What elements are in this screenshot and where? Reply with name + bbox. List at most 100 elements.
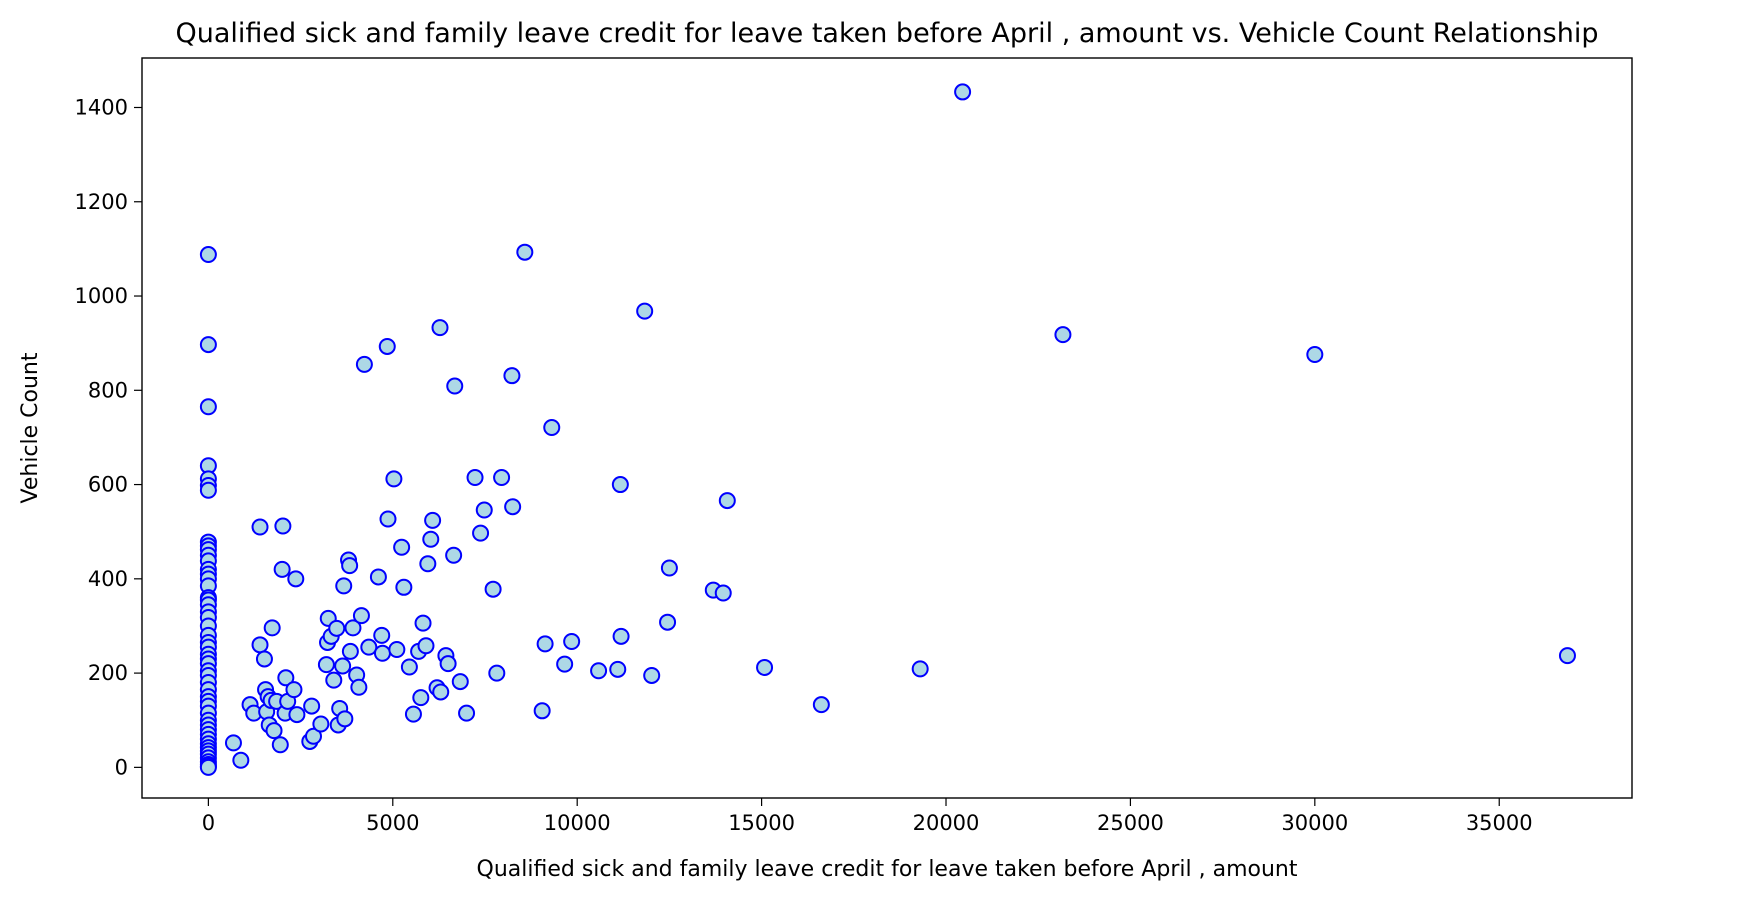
x-tick-label: 5000 — [366, 811, 419, 835]
data-point — [373, 644, 391, 662]
data-point — [350, 678, 368, 696]
data-point — [378, 337, 396, 355]
data-point — [251, 636, 269, 654]
y-tick-label: 0 — [115, 755, 128, 779]
data-point — [352, 607, 370, 625]
y-tick-label: 1400 — [75, 95, 128, 119]
data-point — [285, 681, 303, 699]
y-tick-label: 1200 — [75, 190, 128, 214]
data-point — [369, 568, 387, 586]
data-point — [718, 492, 736, 510]
data-point — [379, 510, 397, 528]
x-axis-label: Qualified sick and family leave credit f… — [477, 857, 1298, 882]
y-tick-label: 200 — [88, 661, 128, 685]
data-point — [556, 655, 574, 673]
data-point — [393, 538, 411, 556]
data-point — [303, 697, 321, 715]
data-point — [336, 710, 354, 728]
data-point — [288, 706, 306, 724]
data-point — [388, 641, 406, 659]
data-point — [954, 83, 972, 101]
x-tick-label: 15000 — [728, 811, 795, 835]
y-tick-label: 800 — [88, 378, 128, 402]
data-point — [277, 669, 295, 687]
data-point — [533, 702, 551, 720]
data-point — [417, 637, 435, 655]
data-point — [493, 468, 511, 486]
data-point — [609, 660, 627, 678]
data-point — [516, 243, 534, 261]
data-point — [412, 689, 430, 707]
data-point — [503, 367, 521, 385]
data-point — [643, 666, 661, 684]
data-point — [373, 626, 391, 644]
data-point — [432, 683, 450, 701]
data-point — [439, 655, 457, 673]
data-point — [317, 656, 335, 674]
data-point — [612, 627, 630, 645]
data-point — [344, 619, 362, 637]
data-point — [199, 481, 217, 499]
data-point — [756, 658, 774, 676]
data-point — [395, 578, 413, 596]
x-axis: 0 5000 10000 15000 20000 25000 30000 35000 — [202, 798, 1533, 835]
plot-frame — [141, 57, 1633, 799]
x-tick-label: 20000 — [913, 811, 980, 835]
data-point — [232, 751, 250, 769]
data-point — [199, 336, 217, 354]
data-point — [590, 662, 608, 680]
data-point — [660, 559, 678, 577]
data-point — [911, 660, 929, 678]
data-point — [199, 758, 217, 776]
data-point — [273, 560, 291, 578]
data-point — [488, 664, 506, 682]
data-point — [265, 722, 283, 740]
data-point — [424, 511, 442, 529]
data-point — [224, 734, 242, 752]
y-axis: 0 200 400 600 800 1000 1200 1400 — [75, 95, 142, 779]
data-point — [263, 619, 281, 637]
data-point — [458, 704, 476, 722]
data-point — [341, 642, 359, 660]
chart-title: Qualified sick and family leave credit f… — [176, 18, 1599, 49]
data-point — [312, 715, 330, 733]
data-point — [431, 319, 449, 337]
y-axis-label: Vehicle Count — [18, 352, 43, 503]
y-tick-label: 1000 — [75, 284, 128, 308]
x-tick-label: 35000 — [1466, 811, 1533, 835]
y-tick-label: 400 — [88, 567, 128, 591]
data-point — [812, 696, 830, 714]
data-point — [419, 555, 437, 573]
data-point — [466, 468, 484, 486]
x-tick-label: 25000 — [1097, 811, 1164, 835]
data-point — [404, 705, 422, 723]
data-point — [446, 377, 464, 395]
data-point — [287, 570, 305, 588]
data-point — [255, 650, 273, 668]
data-point — [328, 619, 346, 637]
data-point — [475, 501, 493, 519]
data-point — [334, 657, 352, 675]
data-point — [563, 633, 581, 651]
data-point — [335, 577, 353, 595]
data-point — [714, 584, 732, 602]
data-point — [355, 355, 373, 373]
data-point — [659, 613, 677, 631]
data-point — [385, 470, 403, 488]
data-point — [199, 398, 217, 416]
data-point — [636, 302, 654, 320]
data-point — [271, 736, 289, 754]
data-point — [1306, 345, 1324, 363]
data-point — [400, 658, 418, 676]
data-point — [274, 517, 292, 535]
data-point — [504, 498, 522, 516]
x-tick-label: 10000 — [544, 811, 611, 835]
data-point — [484, 580, 502, 598]
x-tick-label: 30000 — [1281, 811, 1348, 835]
data-point — [445, 546, 463, 564]
data-point — [422, 530, 440, 548]
data-point — [472, 524, 490, 542]
data-point — [360, 638, 378, 656]
data-point — [451, 673, 469, 691]
